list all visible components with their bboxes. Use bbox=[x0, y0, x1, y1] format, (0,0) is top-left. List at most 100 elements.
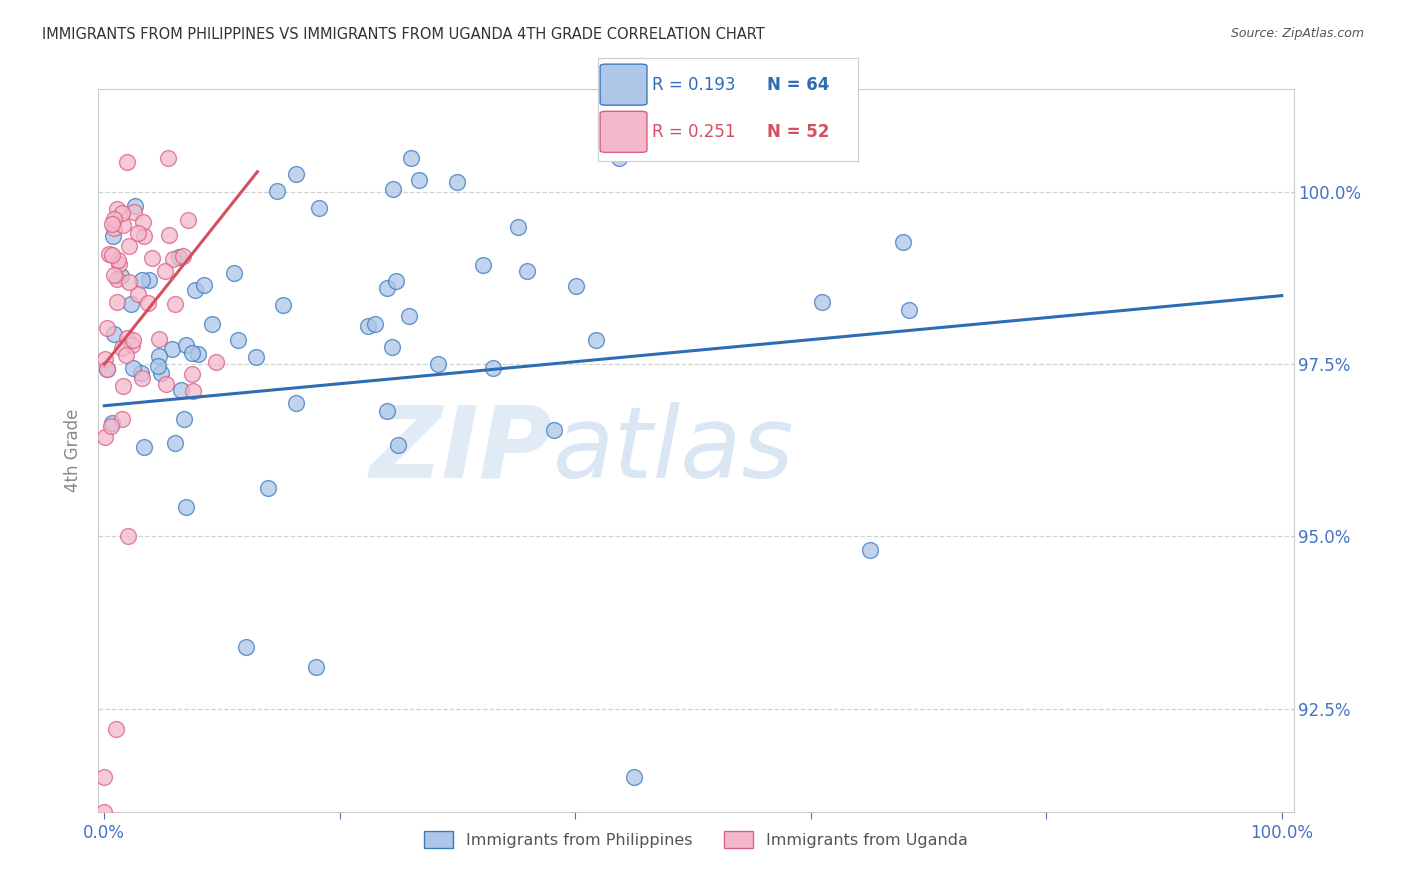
Point bbox=[165, 297, 187, 311]
Point bbox=[167, 250, 190, 264]
Point bbox=[226, 333, 249, 347]
Point bbox=[101, 229, 124, 244]
Point bbox=[101, 416, 124, 430]
Point bbox=[157, 227, 180, 242]
Text: ZIP: ZIP bbox=[370, 402, 553, 499]
Point bbox=[94, 430, 117, 444]
Point bbox=[136, 296, 159, 310]
Point bbox=[363, 317, 385, 331]
Point bbox=[305, 660, 328, 674]
Point bbox=[118, 239, 141, 253]
Point bbox=[508, 220, 530, 235]
Text: IMMIGRANTS FROM PHILIPPINES VS IMMIGRANTS FROM UGANDA 4TH GRADE CORRELATION CHAR: IMMIGRANTS FROM PHILIPPINES VS IMMIGRANT… bbox=[42, 27, 765, 42]
Point bbox=[387, 438, 409, 452]
Point bbox=[235, 640, 257, 654]
Point bbox=[107, 202, 129, 216]
Point bbox=[129, 367, 152, 381]
Text: R = 0.251: R = 0.251 bbox=[652, 123, 735, 141]
Point bbox=[162, 343, 184, 357]
Point bbox=[131, 371, 153, 385]
Point bbox=[148, 331, 170, 345]
Point bbox=[110, 341, 132, 355]
Point bbox=[543, 423, 565, 437]
Point bbox=[146, 359, 169, 373]
Point bbox=[271, 297, 294, 311]
Y-axis label: 4th Grade: 4th Grade bbox=[65, 409, 83, 492]
Point bbox=[308, 201, 330, 215]
Point bbox=[111, 206, 134, 220]
Point bbox=[111, 412, 134, 426]
Point bbox=[115, 331, 138, 345]
Point bbox=[256, 481, 278, 495]
Point bbox=[132, 229, 155, 244]
Point bbox=[117, 529, 139, 543]
Point bbox=[174, 500, 197, 514]
Point bbox=[162, 252, 184, 266]
Point bbox=[97, 247, 120, 261]
Point bbox=[93, 770, 115, 784]
Point bbox=[100, 217, 122, 231]
Point bbox=[105, 722, 128, 736]
Point bbox=[110, 269, 132, 284]
Point bbox=[96, 361, 118, 376]
Point bbox=[426, 357, 449, 371]
Point bbox=[103, 268, 125, 282]
Point bbox=[472, 258, 495, 272]
Point bbox=[107, 252, 129, 267]
Point bbox=[127, 227, 149, 241]
Point bbox=[585, 333, 607, 347]
Text: N = 52: N = 52 bbox=[766, 123, 830, 141]
Point bbox=[201, 317, 224, 331]
Point bbox=[398, 310, 420, 324]
Point bbox=[181, 368, 204, 382]
Text: atlas: atlas bbox=[553, 402, 794, 499]
FancyBboxPatch shape bbox=[600, 112, 647, 153]
Point bbox=[118, 275, 141, 289]
Point bbox=[131, 273, 153, 287]
Point bbox=[103, 326, 125, 341]
Point bbox=[121, 338, 143, 352]
Point bbox=[127, 287, 149, 301]
Point bbox=[382, 182, 405, 196]
Text: Source: ZipAtlas.com: Source: ZipAtlas.com bbox=[1230, 27, 1364, 40]
Point bbox=[266, 184, 288, 198]
Point bbox=[155, 377, 177, 392]
Point bbox=[141, 251, 163, 265]
Point bbox=[607, 151, 630, 165]
Point bbox=[898, 302, 921, 317]
Point bbox=[565, 278, 588, 293]
Point bbox=[120, 297, 142, 311]
Point bbox=[100, 418, 122, 433]
Point bbox=[122, 334, 145, 348]
Point bbox=[623, 770, 645, 784]
Point bbox=[174, 337, 197, 351]
Point bbox=[138, 273, 160, 287]
Point bbox=[156, 151, 179, 165]
Point bbox=[891, 235, 914, 250]
Point bbox=[94, 352, 117, 367]
Point bbox=[96, 321, 118, 335]
Point bbox=[375, 404, 398, 418]
Point bbox=[375, 281, 398, 295]
Point bbox=[93, 805, 115, 819]
Point bbox=[108, 257, 131, 271]
Point bbox=[446, 175, 468, 189]
Point bbox=[132, 215, 155, 229]
Point bbox=[173, 412, 195, 426]
Point bbox=[103, 220, 125, 235]
Point bbox=[859, 543, 882, 558]
Point bbox=[224, 266, 246, 280]
Point bbox=[153, 264, 176, 278]
Legend: Immigrants from Philippines, Immigrants from Uganda: Immigrants from Philippines, Immigrants … bbox=[418, 825, 974, 855]
Point bbox=[399, 151, 422, 165]
Text: R = 0.193: R = 0.193 bbox=[652, 76, 735, 94]
Point bbox=[148, 349, 170, 363]
Point bbox=[516, 264, 538, 278]
Point bbox=[285, 167, 308, 181]
Point bbox=[204, 355, 226, 369]
Point bbox=[115, 348, 138, 362]
Point bbox=[180, 346, 202, 360]
Point bbox=[134, 440, 156, 454]
Point bbox=[103, 211, 125, 226]
Point bbox=[381, 341, 404, 355]
